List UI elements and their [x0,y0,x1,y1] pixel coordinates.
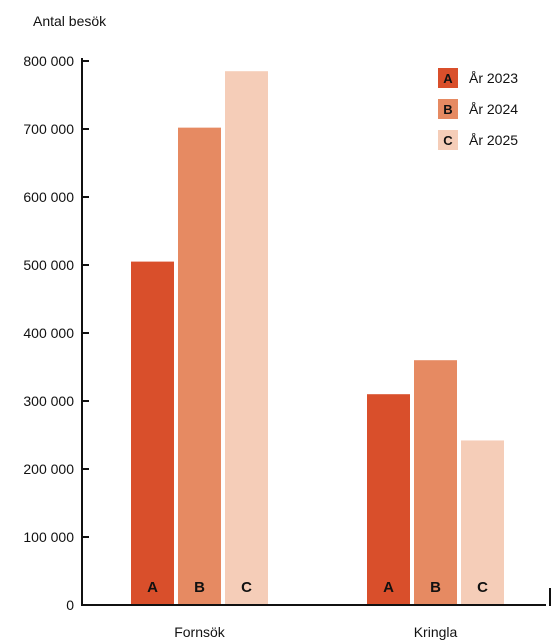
bar-letter-label: A [147,579,158,596]
y-tick-label: 300 000 [23,393,74,409]
legend-swatch-letter: A [443,71,453,86]
legend-swatch-letter: B [443,102,452,117]
y-tick-label: 800 000 [23,53,74,69]
legend-swatch [438,68,458,88]
y-tick-label: 400 000 [23,325,74,341]
bar-kringla-a [367,394,410,605]
y-axis-label: Antal besök [33,13,107,29]
legend-label: År 2024 [469,101,518,117]
bar-letter-label: C [241,579,252,596]
y-tick-label: 500 000 [23,257,74,273]
x-category-label: Kringla [414,624,458,640]
y-tick-label: 600 000 [23,189,74,205]
bars: A B C A B C [131,71,504,605]
y-tick-label: 200 000 [23,461,74,477]
legend-swatch-letter: C [443,133,453,148]
bar-letter-label: B [430,579,441,596]
bar-fornsök-b [178,127,221,605]
y-axis: 0 100 000 200 000 300 000 400 000 500 000 600 … [23,53,89,613]
x-category-label: Fornsök [174,624,226,640]
legend-label: År 2023 [469,70,518,86]
bar-kringla-b [414,360,457,605]
legend-swatch [438,99,458,119]
bar-fornsök-a [131,261,174,605]
bar-kringla-c [461,440,504,605]
bar-fornsök-c [225,71,268,605]
y-tick-label: 0 [66,597,74,613]
bar-letter-label: A [383,579,394,596]
x-axis: Fornsök Kringla [82,588,551,640]
bar-letter-label: B [194,579,205,596]
legend-swatch [438,130,458,150]
bar-letter-label: C [477,579,488,596]
y-tick-label: 700 000 [23,121,74,137]
legend-label: År 2025 [469,132,518,148]
y-tick-label: 100 000 [23,529,74,545]
legend: A År 2023 B År 2024 C År 2025 [438,68,518,150]
